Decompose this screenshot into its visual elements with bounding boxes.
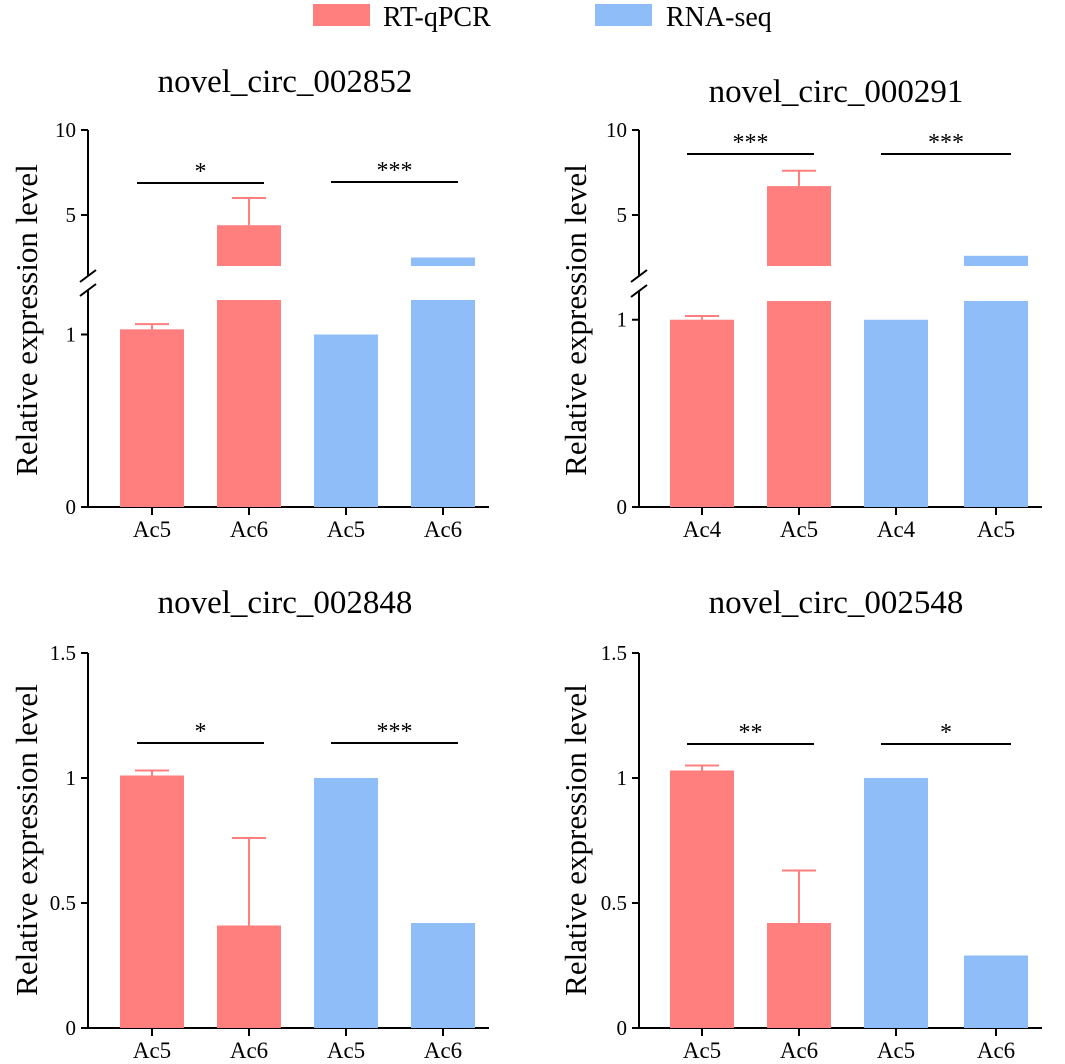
bar <box>670 319 734 507</box>
bar <box>217 925 281 1028</box>
y-tick-label: 1 <box>617 766 628 790</box>
bar <box>411 923 475 1028</box>
significance-label: *** <box>377 719 413 745</box>
x-tick-label: Ac6 <box>230 1038 268 1063</box>
axis-break-mark <box>79 283 97 297</box>
x-tick-label: Ac6 <box>780 1038 818 1063</box>
bar <box>314 778 378 1028</box>
y-axis-label: Relative expression level <box>558 684 593 996</box>
legend-label-rt-qpcr: RT-qPCR <box>383 2 491 33</box>
y-axis-label: Relative expression level <box>558 164 593 476</box>
x-tick-label: Ac5 <box>133 1038 171 1063</box>
bar <box>864 319 928 507</box>
bar-upper-segment <box>767 186 831 266</box>
chart-panel-novel-circ-002548: novel_circ_002548 Relative expression lev… <box>558 585 1042 1063</box>
y-tick-label: 10 <box>55 118 76 142</box>
y-tick-label: 0.5 <box>50 891 76 915</box>
bar-upper-segment <box>217 225 281 266</box>
legend-swatch-rna-seq <box>595 4 652 26</box>
chart-panel-novel-circ-002848: novel_circ_002848 Relative expression lev… <box>9 585 489 1063</box>
bar <box>767 301 831 507</box>
significance-label: * <box>195 719 207 745</box>
bar <box>964 301 1028 507</box>
bar <box>217 300 281 507</box>
bar <box>670 770 734 1028</box>
significance-label: ** <box>739 720 763 746</box>
bar <box>964 955 1028 1028</box>
chart-title: novel_circ_002848 <box>158 585 413 621</box>
x-tick-label: Ac6 <box>977 1038 1015 1063</box>
x-tick-label: Ac5 <box>780 517 818 542</box>
legend-swatch-rt-qpcr <box>313 4 370 26</box>
y-tick-label: 5 <box>66 203 77 227</box>
bar <box>767 923 831 1028</box>
y-tick-label: 0.5 <box>601 891 627 915</box>
chart-title: novel_circ_002548 <box>709 585 964 621</box>
y-tick-label: 1 <box>617 308 628 332</box>
y-tick-label: 0 <box>617 1016 628 1040</box>
x-tick-label: Ac5 <box>877 1038 915 1063</box>
y-tick-label: 0 <box>617 495 628 519</box>
x-tick-label: Ac5 <box>683 1038 721 1063</box>
significance-label: *** <box>928 130 964 156</box>
x-tick-label: Ac4 <box>683 517 722 542</box>
chart-title: novel_circ_000291 <box>709 74 964 110</box>
chart-panel-novel-circ-000291: novel_circ_000291 Relative expression lev… <box>558 74 1042 542</box>
significance-label: *** <box>733 130 769 156</box>
bar-upper-segment <box>964 255 1028 266</box>
legend: RT-qPCR RNA-seq <box>313 2 772 33</box>
y-tick-label: 1 <box>66 323 77 347</box>
bar <box>120 329 184 507</box>
significance-label: * <box>195 159 207 185</box>
bar <box>411 300 475 507</box>
bar <box>314 334 378 507</box>
y-tick-label: 5 <box>617 203 628 227</box>
bar <box>864 778 928 1028</box>
y-tick-label: 1 <box>66 766 77 790</box>
chart-title: novel_circ_002852 <box>158 64 413 100</box>
x-tick-label: Ac6 <box>230 517 268 542</box>
x-tick-label: Ac4 <box>877 517 916 542</box>
significance-label: * <box>940 720 952 746</box>
significance-label: *** <box>377 158 413 184</box>
axis-break-mark <box>630 269 648 283</box>
x-tick-label: Ac5 <box>327 1038 365 1063</box>
bar-upper-segment <box>411 257 475 266</box>
y-axis-label: Relative expression level <box>9 684 44 996</box>
y-axis-label: Relative expression level <box>9 164 44 476</box>
x-tick-label: Ac6 <box>424 1038 462 1063</box>
x-tick-label: Ac5 <box>977 517 1015 542</box>
legend-label-rna-seq: RNA-seq <box>666 2 772 33</box>
y-tick-label: 1.5 <box>50 641 76 665</box>
x-tick-label: Ac5 <box>133 517 171 542</box>
y-tick-label: 0 <box>66 495 77 519</box>
bar <box>120 775 184 1028</box>
axis-break-mark <box>79 269 97 283</box>
x-tick-label: Ac6 <box>424 517 462 542</box>
y-tick-label: 0 <box>66 1016 77 1040</box>
x-tick-label: Ac5 <box>327 517 365 542</box>
axis-break-mark <box>630 284 648 298</box>
y-tick-label: 1.5 <box>601 641 627 665</box>
chart-panel-novel-circ-002852: novel_circ_002852 Relative expression lev… <box>9 64 489 542</box>
y-tick-label: 10 <box>606 118 627 142</box>
